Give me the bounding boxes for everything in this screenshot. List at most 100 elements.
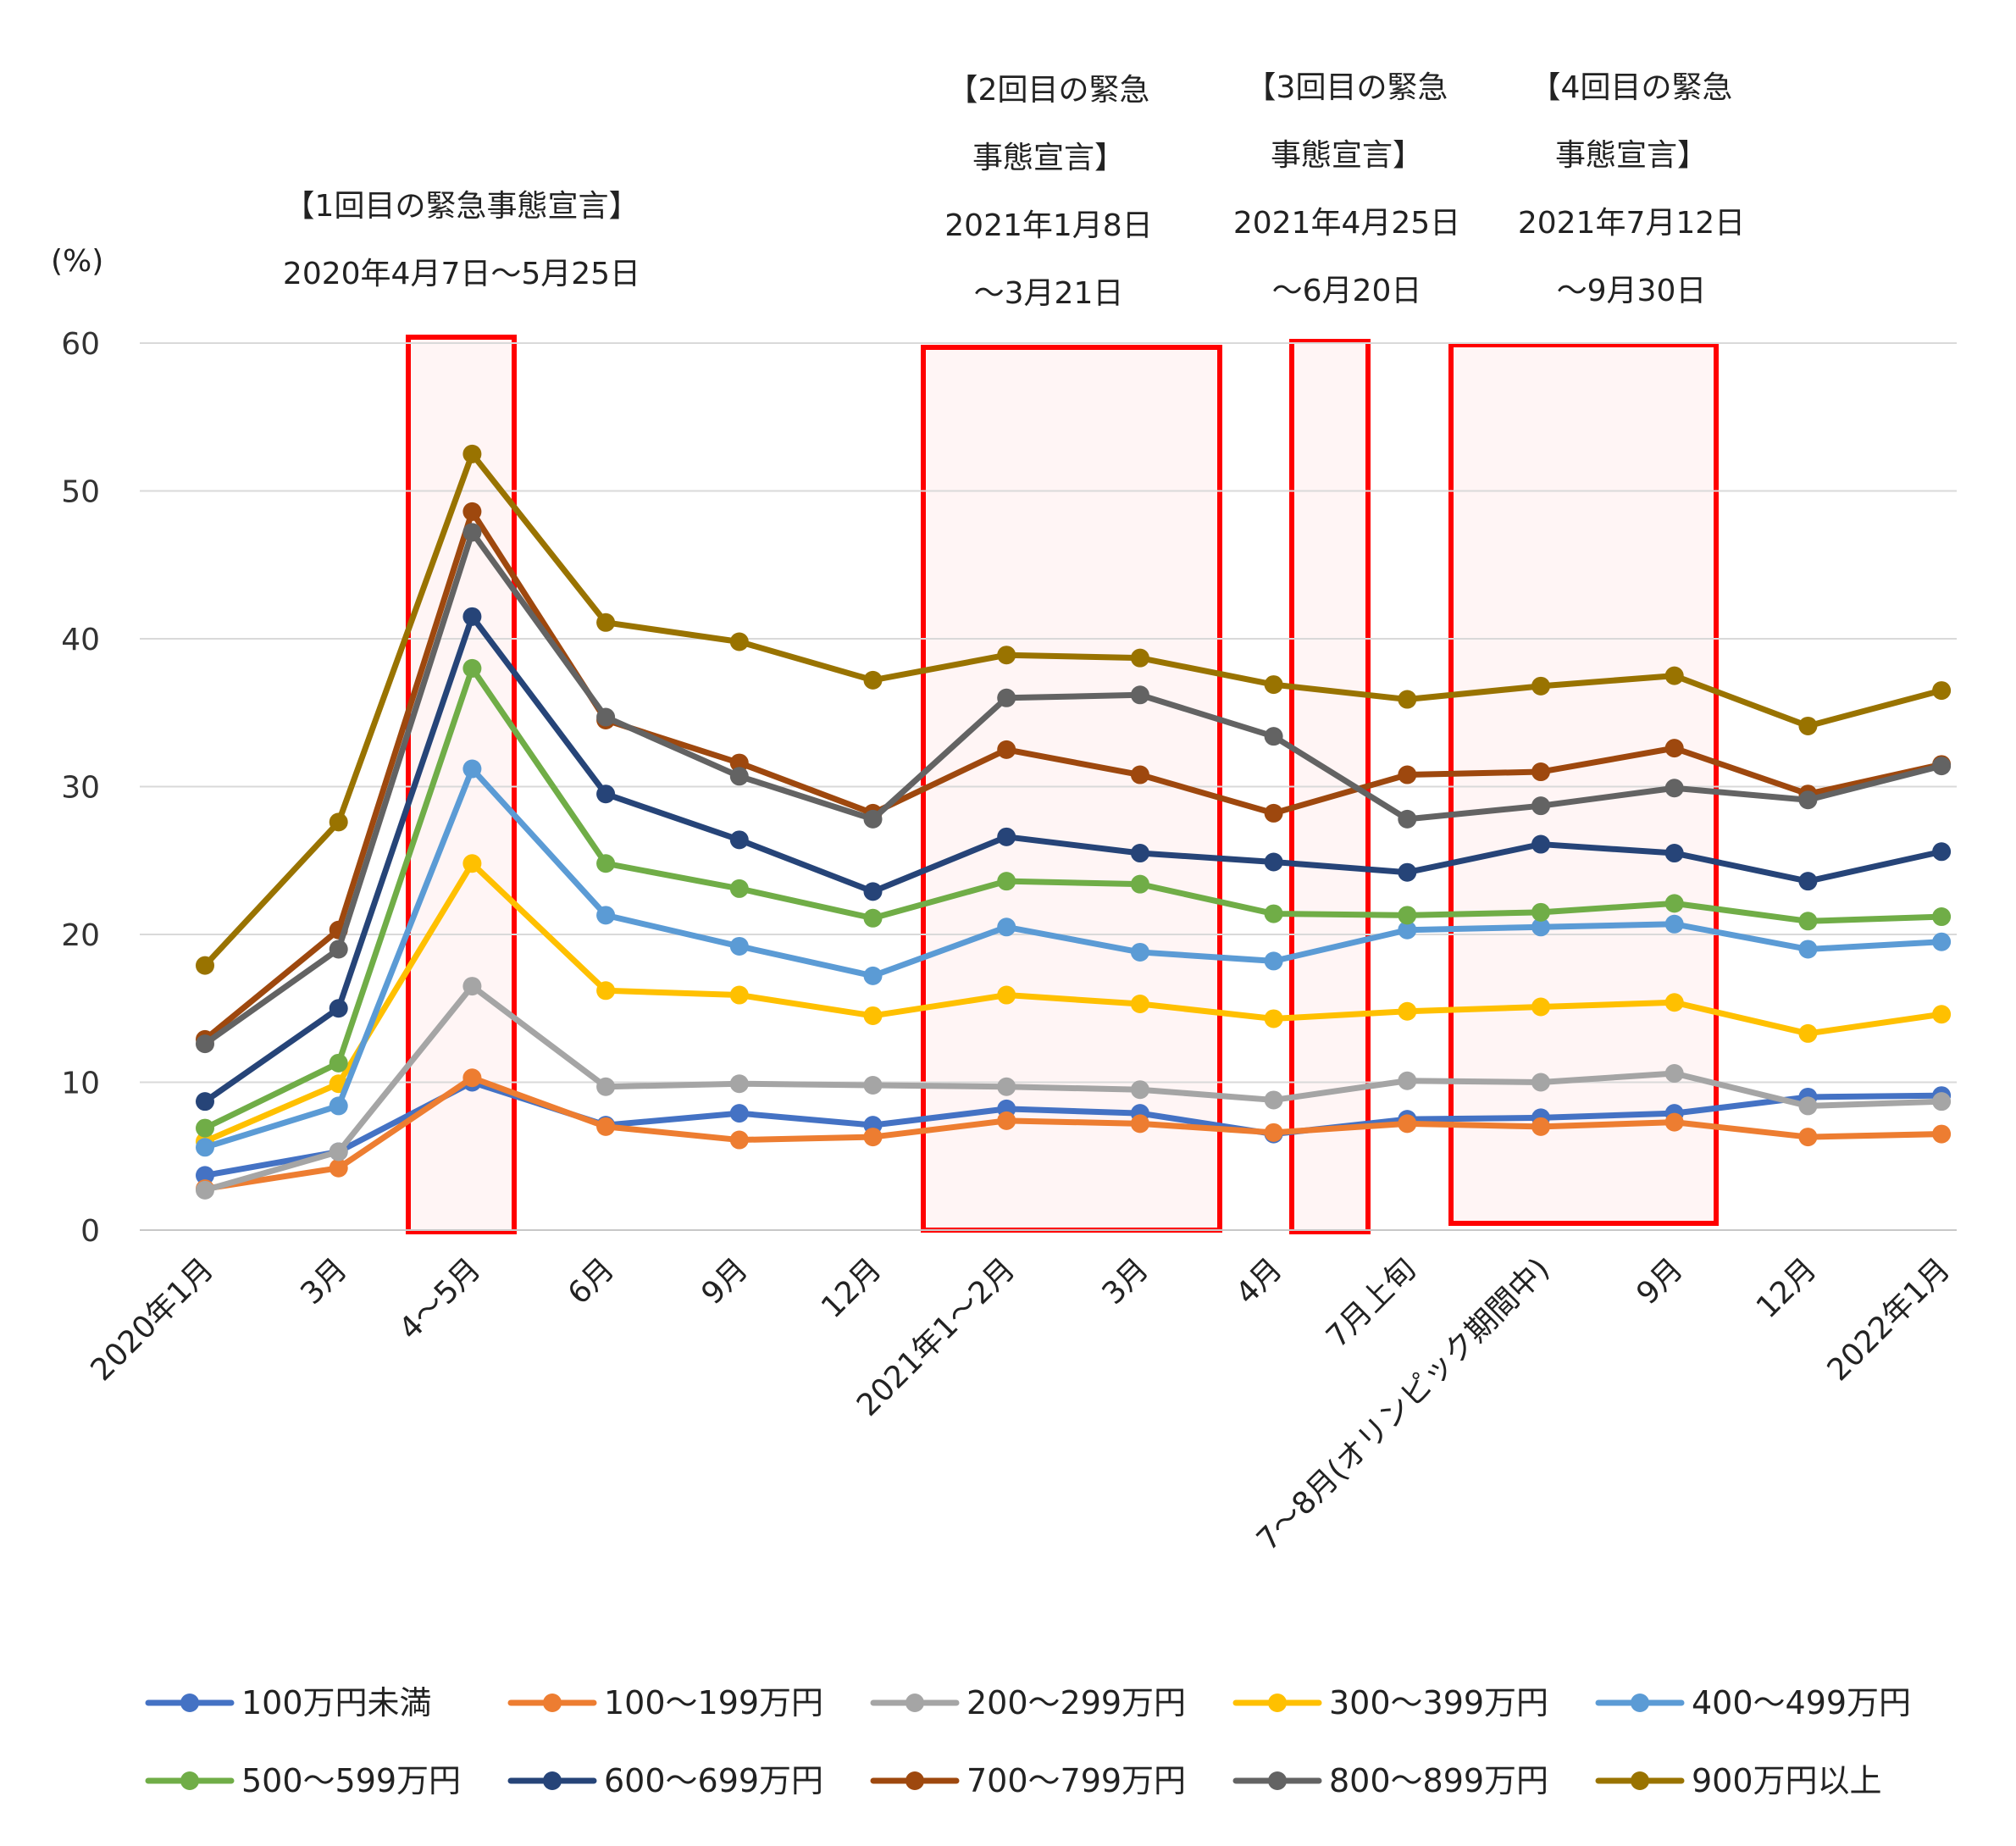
legend-label: 900万円以上 [1692, 1762, 1882, 1799]
legend-label: 100～199万円 [604, 1684, 823, 1721]
annotation-text: 【1回目の緊急事態宣言】 [285, 189, 640, 224]
data-point [462, 1068, 482, 1088]
y-tick-label: 10 [61, 1067, 100, 1101]
x-tick-label: 12月 [815, 1251, 889, 1325]
data-point [462, 658, 482, 678]
data-point [1130, 995, 1149, 1014]
x-tick-label: 7月上旬 [1320, 1251, 1423, 1355]
y-tick-label: 0 [80, 1214, 100, 1249]
annotation-text: 【4回目の緊急 [1531, 70, 1733, 105]
data-point [329, 1053, 348, 1073]
legend-item: 100～199万円 [507, 1684, 823, 1721]
data-point [729, 632, 749, 651]
data-point [1398, 862, 1417, 882]
data-point [196, 1180, 214, 1200]
data-point [196, 1034, 214, 1054]
series-line [202, 451, 1945, 969]
annotation-text: 2021年1月8日 [944, 208, 1152, 243]
x-tick-label: 3月 [294, 1251, 354, 1311]
legend-label: 600～699万円 [604, 1762, 823, 1799]
x-tick-label: 9月 [1630, 1251, 1690, 1311]
data-point [1664, 914, 1684, 934]
data-point [997, 985, 1016, 1005]
data-point [596, 854, 616, 873]
data-point [997, 646, 1016, 665]
x-tick-label: 3月 [1096, 1251, 1156, 1311]
annotation-text: 事態宣言】 [1555, 138, 1708, 173]
legend-marker [1631, 1771, 1649, 1790]
series-800～899万円 [196, 523, 1952, 1054]
data-point [1398, 765, 1417, 784]
legend-item: 700～799万円 [870, 1762, 1186, 1799]
data-point [1531, 997, 1550, 1017]
annotation-text: ～6月20日 [1272, 274, 1422, 308]
legend-label: 400～499万円 [1692, 1684, 1911, 1721]
series-300～399万円 [196, 854, 1952, 1151]
data-point [1130, 1114, 1149, 1134]
data-point [997, 1077, 1016, 1096]
data-point [596, 784, 616, 804]
legend-item: 800～899万円 [1232, 1762, 1548, 1799]
data-point [1531, 917, 1550, 937]
data-point [329, 940, 348, 959]
data-point [1798, 790, 1818, 810]
data-point [997, 1111, 1016, 1130]
data-point [329, 1096, 348, 1116]
data-point [1531, 902, 1550, 922]
data-point [596, 1077, 616, 1096]
legend-label: 300～399万円 [1329, 1684, 1548, 1721]
annotation-text: ～9月30日 [1557, 274, 1707, 308]
legend-marker [906, 1694, 924, 1712]
annotation-text: 事態宣言】 [972, 141, 1125, 175]
legend-marker [1268, 1771, 1287, 1790]
data-point [729, 753, 749, 773]
series-line [202, 766, 1945, 1150]
data-point [1130, 942, 1149, 962]
data-point [329, 999, 348, 1018]
annotation-text: 【3回目の緊急 [1246, 70, 1448, 105]
data-point [596, 1117, 616, 1136]
data-point [1932, 1005, 1952, 1024]
data-point [1398, 809, 1417, 829]
data-point [1264, 904, 1283, 923]
data-point [1130, 844, 1149, 863]
y-axis-unit-label: (%) [51, 244, 103, 279]
data-point [596, 981, 616, 1001]
emergency-box-1 [406, 335, 517, 1234]
data-point [462, 444, 482, 463]
series-line [202, 983, 1945, 1194]
data-point [1798, 716, 1818, 735]
y-tick-label: 40 [61, 623, 100, 657]
x-tick-label: 4月 [1229, 1251, 1289, 1311]
data-point [1264, 675, 1283, 695]
data-point [1664, 844, 1684, 863]
data-point [997, 740, 1016, 759]
legend: 100万円未満 100～199万円 200～299万円 300～399万円 400～49… [145, 1684, 1911, 1799]
data-point [1398, 920, 1417, 940]
data-point [863, 1128, 883, 1147]
data-point [1932, 907, 1952, 927]
legend-item: 600～699万円 [507, 1762, 823, 1799]
series-500～599万円 [196, 658, 1952, 1138]
y-tick-label: 20 [61, 918, 100, 953]
data-point [1798, 1128, 1818, 1147]
data-point [729, 767, 749, 786]
y-tick-label: 50 [61, 475, 100, 510]
data-point [196, 1166, 214, 1185]
data-point [1531, 676, 1550, 696]
data-point [329, 812, 348, 832]
x-tick-label: 6月 [562, 1251, 622, 1311]
data-point [729, 1130, 749, 1150]
data-point [1130, 874, 1149, 894]
data-point [196, 1092, 214, 1111]
x-tick-label: 12月 [1750, 1251, 1824, 1325]
data-point [1798, 940, 1818, 959]
data-point [1130, 685, 1149, 705]
series-line [202, 508, 1945, 1043]
data-point [1398, 906, 1417, 925]
data-point [1664, 779, 1684, 798]
legend-item: 500～599万円 [145, 1762, 461, 1799]
data-point [196, 956, 214, 975]
data-point [863, 809, 883, 829]
